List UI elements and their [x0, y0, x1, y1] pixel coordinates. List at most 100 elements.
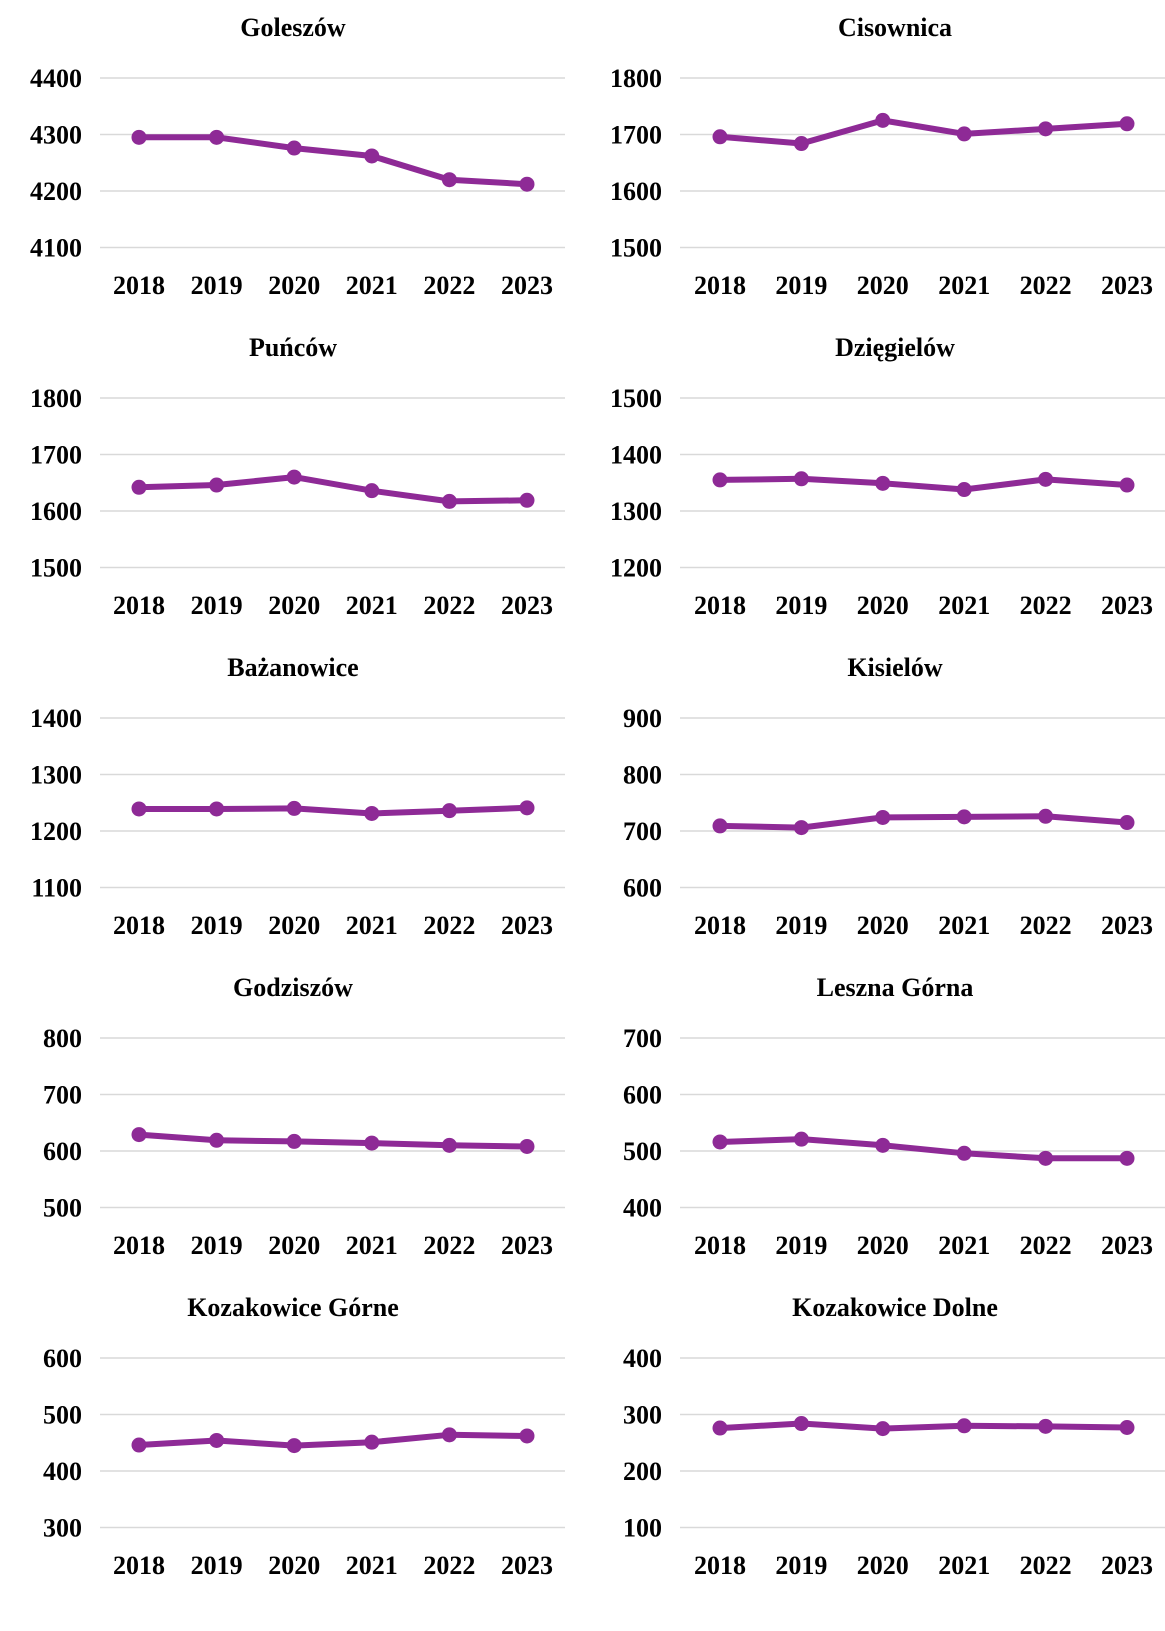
y-tick-label: 500 [43, 1401, 82, 1430]
y-tick-label: 1700 [30, 441, 82, 470]
x-tick-label: 2019 [775, 591, 827, 620]
x-tick-label: 2018 [694, 911, 746, 940]
chart-puncow: Puńców 1500 1600 1700 1800 2018 2019 2020 2021 20… [30, 333, 565, 620]
data-point [1038, 1418, 1054, 1434]
chart-title: Leszna Górna [817, 973, 974, 1002]
chart-panel-dziegielow: Dzięgielów 1200 1300 1400 1500 2018 2019 2020 20… [580, 320, 1165, 640]
x-tick-label: 2022 [423, 1231, 475, 1260]
data-point [131, 129, 147, 145]
data-point [286, 469, 302, 485]
data-point [712, 1420, 728, 1436]
y-tick-label: 300 [623, 1401, 662, 1430]
data-point [131, 801, 147, 817]
data-point [441, 803, 457, 819]
y-tick-label: 1600 [610, 177, 662, 206]
y-tick-label: 800 [43, 1024, 82, 1053]
x-tick-label: 2019 [191, 591, 243, 620]
data-point [875, 809, 891, 825]
chart-panel-puncow: Puńców 1500 1600 1700 1800 2018 2019 2020 2021 20… [0, 320, 580, 640]
x-tick-label: 2018 [694, 591, 746, 620]
x-tick-label: 2023 [1101, 591, 1153, 620]
x-tick-label: 2020 [268, 1231, 320, 1260]
x-tick-label: 2018 [694, 271, 746, 300]
data-point [519, 1138, 535, 1154]
y-tick-label: 400 [623, 1344, 662, 1373]
y-tick-label: 600 [43, 1137, 82, 1166]
x-tick-label: 2020 [268, 911, 320, 940]
x-tick-label: 2018 [113, 911, 165, 940]
data-point [875, 475, 891, 491]
x-tick-label: 2023 [501, 1551, 553, 1580]
y-tick-label: 1800 [610, 64, 662, 93]
data-point [441, 1137, 457, 1153]
data-point [364, 1434, 380, 1450]
series-line [717, 813, 1130, 831]
data-point [519, 176, 535, 192]
x-tick-label: 2021 [938, 1231, 990, 1260]
y-tick-label: 1500 [610, 234, 662, 263]
y-tick-label: 4300 [30, 121, 82, 150]
data-point [956, 126, 972, 142]
x-tick-label: 2020 [268, 591, 320, 620]
chart-panel-kisielow: Kisielów 600 700 800 900 2018 2019 2020 2021 2022… [580, 640, 1165, 960]
data-point [956, 1418, 972, 1434]
chart-godziszow: Godziszów 500 600 700 800 2018 2019 2020 2021 202… [43, 973, 565, 1260]
data-point [712, 818, 728, 834]
chart-panel-kozakowice-dolne: Kozakowice Dolne 100 200 300 400 2018 2019 2020… [580, 1280, 1165, 1600]
x-tick-label: 2020 [857, 591, 909, 620]
x-tick-label: 2020 [857, 1231, 909, 1260]
data-point [793, 471, 809, 487]
chart-kozakowice-gorne: Kozakowice Górne 300 400 500 600 2018 2019 2020… [43, 1293, 565, 1580]
data-point [956, 1145, 972, 1161]
y-tick-label: 1200 [30, 817, 82, 846]
chart-title: Puńców [249, 333, 337, 362]
y-tick-label: 900 [623, 704, 662, 733]
data-point [364, 805, 380, 821]
y-tick-label: 700 [43, 1081, 82, 1110]
data-point [209, 477, 225, 493]
x-tick-label: 2018 [113, 1231, 165, 1260]
data-point [1119, 116, 1135, 132]
y-tick-label: 1300 [610, 497, 662, 526]
x-tick-label: 2023 [1101, 1231, 1153, 1260]
data-point [209, 801, 225, 817]
x-tick-label: 2018 [113, 271, 165, 300]
x-tick-label: 2018 [694, 1231, 746, 1260]
data-point [1119, 1150, 1135, 1166]
y-tick-label: 500 [623, 1137, 662, 1166]
x-tick-label: 2022 [1020, 911, 1072, 940]
chart-title: Kisielów [847, 653, 943, 682]
x-tick-label: 2021 [346, 591, 398, 620]
y-tick-label: 4400 [30, 64, 82, 93]
data-point [793, 1416, 809, 1432]
data-point [209, 1432, 225, 1448]
y-tick-label: 4100 [30, 234, 82, 263]
x-tick-label: 2019 [775, 1551, 827, 1580]
x-tick-label: 2019 [191, 1231, 243, 1260]
chart-title: Kozakowice Dolne [792, 1293, 998, 1322]
y-tick-label: 300 [43, 1514, 82, 1543]
y-tick-label: 1400 [610, 441, 662, 470]
series-line [136, 1431, 530, 1449]
chart-panel-godziszow: Godziszów 500 600 700 800 2018 2019 2020 2021 202… [0, 960, 580, 1280]
data-point [131, 1437, 147, 1453]
x-tick-label: 2021 [346, 1231, 398, 1260]
chart-kozakowice-dolne: Kozakowice Dolne 100 200 300 400 2018 2019 2020… [623, 1293, 1165, 1580]
y-tick-label: 1300 [30, 761, 82, 790]
y-tick-label: 800 [623, 761, 662, 790]
y-tick-label: 1500 [610, 384, 662, 413]
data-point [1038, 808, 1054, 824]
data-point [793, 1131, 809, 1147]
x-tick-label: 2022 [1020, 1231, 1072, 1260]
x-tick-label: 2023 [501, 271, 553, 300]
data-point [286, 140, 302, 156]
y-tick-label: 400 [623, 1194, 662, 1223]
data-point [131, 1127, 147, 1143]
y-tick-label: 1200 [610, 554, 662, 583]
x-tick-label: 2023 [1101, 911, 1153, 940]
series-line [136, 1131, 530, 1150]
data-point [793, 820, 809, 836]
data-point [1119, 1419, 1135, 1435]
data-point [364, 148, 380, 164]
